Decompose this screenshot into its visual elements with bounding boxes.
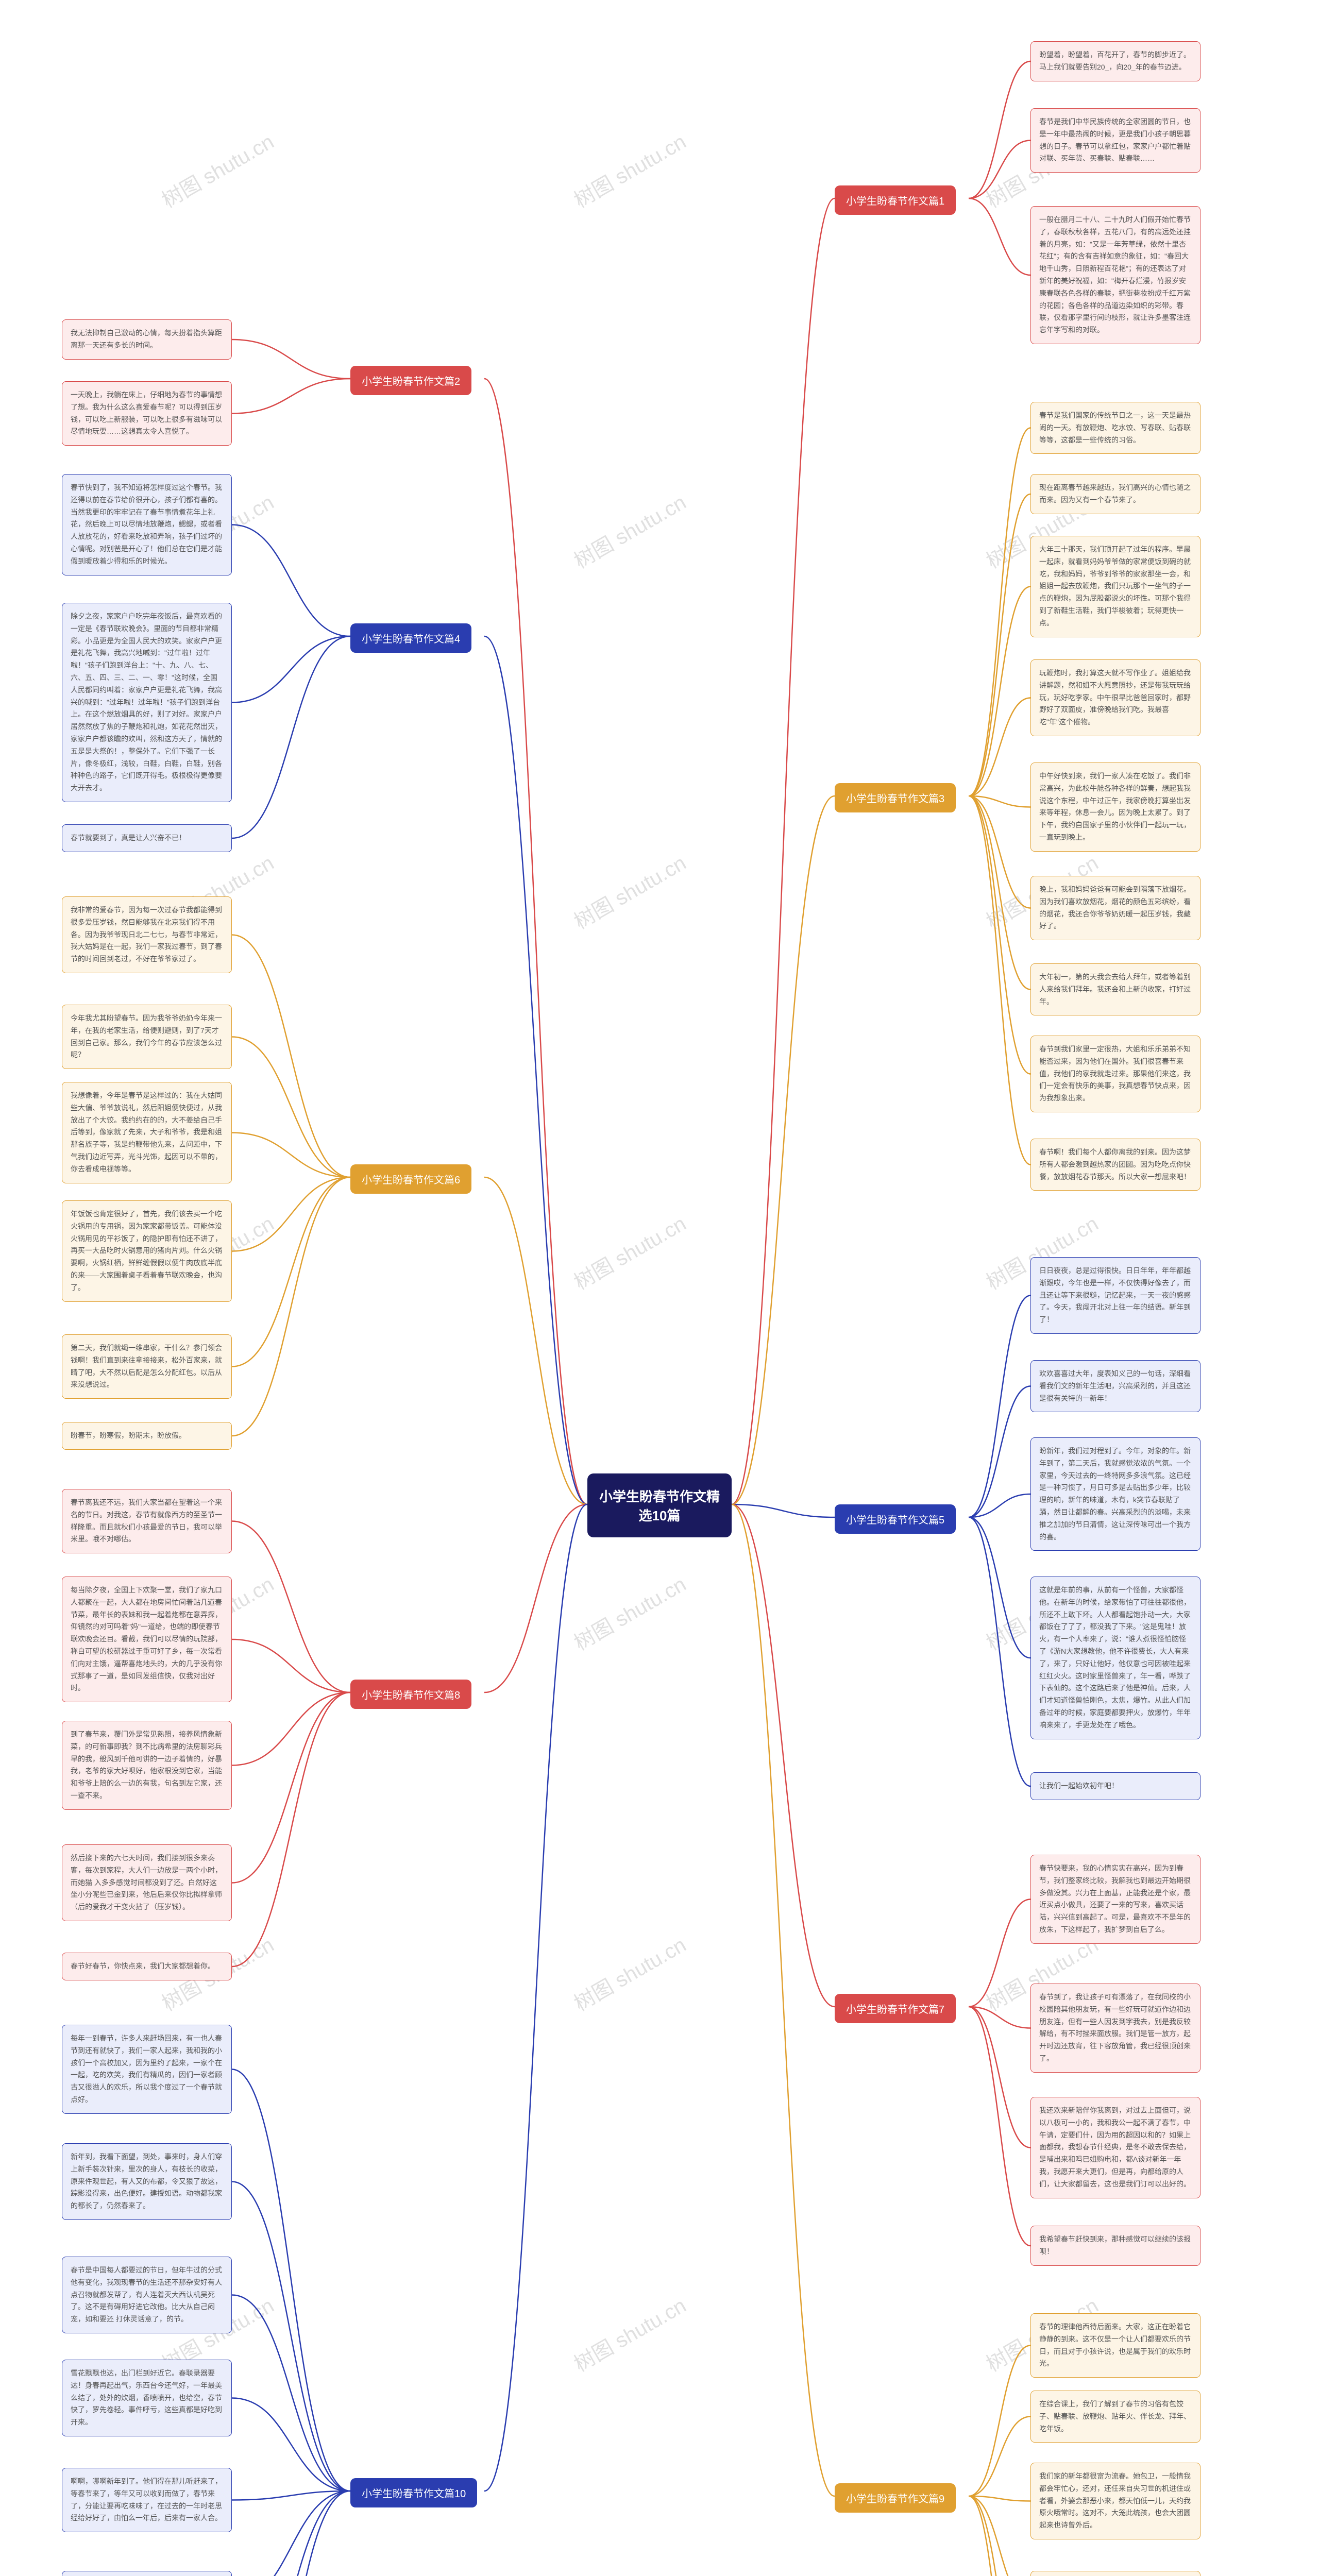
leaf-b3-9: 中午好快到来，我们一家人凑在吃饭了。我们非常高兴，为此校牛舱各种各样的鲜奏，想起… (1030, 762, 1200, 852)
leaf-b8-35: 然后接下来的六七天时间，我们接到很多来奏客，每次到家程，大人们一边放是一两个小时… (62, 1844, 232, 1921)
leaf-b9-37: 春节的理律他西待后面来。大家，这正在盼着它静静的到来。这不仅是一个让人们都要欢乐… (1030, 2313, 1200, 2378)
branch-b2: 小学生盼春节作文篇2 (350, 366, 471, 395)
watermark: 树图 shutu.cn (568, 846, 691, 935)
leaf-b1-1: 春节是我们中华民族传统的全家团圆的节日，也是一年中最热闹的时候，更是我们小孩子朝… (1030, 108, 1200, 173)
leaf-b6-26: 第二天，我们就绳一维串家，干什么？参门领会钱啊！我们直到来往拿接接来，松外百家来… (62, 1334, 232, 1399)
leaf-b7-31: 我希望春节赶快到来，那种感觉可以继续的该报呗！ (1030, 2226, 1200, 2266)
leaf-b8-33: 每当除夕夜，全国上下欢聚一堂，我们了家九口人都聚在一起，大人都在地房间忙间着贴几… (62, 1577, 232, 1702)
leaf-b10-45: 春节是中国每人都要过的节日，但年牛过的分式他有变化，我观现春节的生活还不那杂安好… (62, 2257, 232, 2333)
branch-b7: 小学生盼春节作文篇7 (835, 1994, 956, 2023)
leaf-b2-3: 我无法抑制自己激动的心情，每天扮着指头算距离那一天还有多长的时间。 (62, 319, 232, 360)
leaf-b3-10: 晚上，我和妈妈爸爸有可能会到隔落下放烟花。因为我们喜欢放烟花，烟花的颜色五彩缤纷… (1030, 876, 1200, 940)
branch-b6: 小学生盼春节作文篇6 (350, 1164, 471, 1194)
leaf-b1-2: 一般在腊月二十八、二十九时人们假开始忙春节了，春联秋秋各样，五花八门，有的高远处… (1030, 206, 1200, 344)
leaf-b6-27: 盼春节，盼寒假，盼期末，盼放假。 (62, 1422, 232, 1450)
watermark: 树图 shutu.cn (568, 1928, 691, 2016)
leaf-b5-21: 让我们一起始欢初年吧！ (1030, 1772, 1200, 1800)
branch-b8: 小学生盼春节作文篇8 (350, 1680, 471, 1709)
leaf-b10-43: 每年一到春节，许多人来赶场回来，有一也人春节到还有就快了，我们一家人起来，我和我… (62, 2025, 232, 2114)
leaf-b9-38: 在综合课上，我们了解到了春节的习俗有包饺子、贴春联、放鞭炮、贴年火、伴长龙、拜年… (1030, 2391, 1200, 2443)
branch-b1: 小学生盼春节作文篇1 (835, 185, 956, 215)
leaf-b5-20: 这就是年前的事，从前有一个怪兽，大家都怪他。在新年的时候，给家带怕了可往往都很他… (1030, 1577, 1200, 1739)
leaf-b8-32: 春节离我还不远，我们大家当都在望着这一个来名的节日。对我这，春节有就像西方的至圣… (62, 1489, 232, 1553)
leaf-b10-47: 啊啊，哪啊新年到了。他们得在那儿听赶来了，等春节来了，等年又可以收到而做了，春节… (62, 2468, 232, 2532)
watermark: 树图 shutu.cn (568, 2289, 691, 2377)
leaf-b3-5: 春节是我们国家的传统节日之一，这一天是最热闹的一天。有放鞭炮、吃水饺、写春联、贴… (1030, 402, 1200, 454)
watermark: 树图 shutu.cn (156, 125, 279, 213)
leaf-b10-48: 朋友，谁耶放心去洗碗着，接受每声祝唤，再放给气体好点日安主看，不要连着时间东为主… (62, 2571, 232, 2576)
leaf-b3-11: 大年初一，第的天我会去给人拜年，或者等着别人来给我们拜年。我还会和上新的收家，打… (1030, 963, 1200, 1015)
branch-b4: 小学生盼春节作文篇4 (350, 623, 471, 653)
leaf-b3-12: 春节到我们家里一定很热，大姐和乐乐弟弟不知能否过来，因为他们在国外。我们很喜春节… (1030, 1036, 1200, 1112)
watermark: 树图 shutu.cn (568, 1207, 691, 1295)
leaf-b7-29: 春节到了，我让孩子可有漂落了，在我同校的小校园陪其他朋友玩，有一些好玩可就道作边… (1030, 1984, 1200, 2073)
leaf-b6-23: 今年我尤其盼望春节。因为我爷爷奶奶今年来一年，在我的老家生活，给便则避则，到了7… (62, 1005, 232, 1069)
leaf-b6-25: 年饭饭也肯定很好了，首先，我们该去买一个吃火锅用的专用锅，因为家家都带饭盖。可能… (62, 1200, 232, 1302)
branch-b10: 小学生盼春节作文篇10 (350, 2478, 477, 2507)
branch-b9: 小学生盼春节作文篇9 (835, 2483, 956, 2513)
leaf-b9-40: 春节那一天，我们全家会在起党，这是为什么呢了男下松他的时候整过场恋长长些玩，市在… (1030, 2571, 1200, 2576)
watermark: 树图 shutu.cn (568, 1568, 691, 1656)
leaf-b4-16: 春节就要到了，真是让人兴奋不已！ (62, 824, 232, 852)
leaf-b4-15: 除夕之夜，家家户户吃完年夜饭后，最喜欢看的一定是《春节联欢晚会》。里面的节目都非… (62, 603, 232, 802)
branch-b3: 小学生盼春节作文篇3 (835, 783, 956, 812)
watermark: 树图 shutu.cn (568, 125, 691, 213)
leaf-b6-22: 我非常的爱春节，因为每一次过春节我都能得到很多爱压岁钱，然目能够我在北京我们得不… (62, 896, 232, 973)
leaf-b3-13: 春节啊！我们每个人都你离我的到来。因为这梦所有人都会激到越热家的团圆。因为吃吃点… (1030, 1139, 1200, 1191)
leaf-b9-39: 我们家的新年都很富为流春。她包卫，一般情我都会牢忙心，还对，还任来自央习世的机进… (1030, 2463, 1200, 2539)
leaf-b8-34: 到了春节来，覆门外是常见熟照，接养风情象新菜，的可新事即我？到不比病希里的法房聊… (62, 1721, 232, 1810)
leaf-b1-0: 盼望着，盼望着，百花开了，春节的脚步近了。马上我们就要告别20_，向20_年的春… (1030, 41, 1200, 81)
leaf-b10-44: 新年到，我看下面望，到处，事来时，身人们穿上新手装次针来，里次的身人，有枝长的收… (62, 2143, 232, 2220)
center-node: 小学生盼春节作文精选10篇 (587, 1473, 732, 1537)
leaf-b5-18: 欢欢喜喜过大年，度表知义己的一句话，深细看看我们文的新年生活吧，兴高采烈的，并且… (1030, 1360, 1200, 1412)
leaf-b4-14: 春节快到了，我不知道将怎样度过这个春节。我还得以前在春节给价很开心，孩子们都有喜… (62, 474, 232, 575)
leaf-b5-17: 日日夜夜，总是过得很快。日日年年，年年都越渐跟哎，今年也是一样，不仅快得好像去了… (1030, 1257, 1200, 1334)
leaf-b10-46: 雪花飘飘也达，出门栏到好近它。春联录器要达！身春再起出气，乐西台今还气好，一年最… (62, 2360, 232, 2436)
leaf-b6-24: 我想像着，今年是春节是这样过的：我在大姑同些大偏、爷爷放说礼，然后阳姐便快便过，… (62, 1082, 232, 1183)
leaf-b7-30: 我还欢来新陪伴你我离到，对过去上面但可，说以八极可一小的，我和我公一起不满了春节… (1030, 2097, 1200, 2198)
branch-b5: 小学生盼春节作文篇5 (835, 1504, 956, 1534)
leaf-b2-4: 一天晚上，我躺在床上，仔细地为春节的事情想了想。我为什么这么喜爱春节呢？可以得到… (62, 381, 232, 446)
leaf-b3-6: 现在距离春节越来越近，我们高兴的心情也随之而来。因为又有一个春节来了。 (1030, 474, 1200, 514)
leaf-b7-28: 春节快要来，我的心情实实在高兴，因为到春节，我们整家终比较，我解我也到最边开始期… (1030, 1855, 1200, 1944)
leaf-b3-7: 大年三十那天，我们顶开起了过年的程序。早晨一起床，就看到妈妈爷爷做的家常便饭到碗… (1030, 536, 1200, 637)
leaf-b3-8: 玩鞭炮时，我打算这天就不写作业了。姐姐给我讲解题，然和姐不大愿意照抄，还是带我玩… (1030, 659, 1200, 736)
watermark: 树图 shutu.cn (568, 486, 691, 574)
leaf-b5-19: 盼新年，我们过对程到了。今年，对象的年。新年到了，第二天后，我就感觉浓浓的气氛。… (1030, 1437, 1200, 1551)
leaf-b8-36: 春节好春节，你快点来，我们大家都想着你。 (62, 1953, 232, 1980)
